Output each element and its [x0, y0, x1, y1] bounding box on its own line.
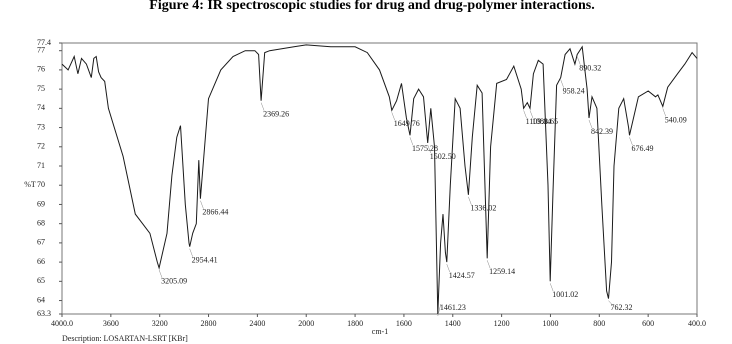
- x-tick-label: 600: [642, 319, 654, 328]
- peak-leader: [608, 300, 612, 305]
- x-tick-label: 2800: [201, 319, 217, 328]
- x-tick-label: 3600: [103, 319, 119, 328]
- y-tick-label: 68: [37, 218, 45, 227]
- peak-leader: [577, 56, 581, 65]
- y-tick-label: 67: [37, 238, 45, 247]
- y-tick-label: 64: [37, 295, 45, 304]
- peak-leader: [409, 137, 414, 146]
- peak-label: 2866.44: [202, 208, 228, 217]
- spectrum-line: [61, 44, 698, 315]
- x-tick-label: 1600: [396, 319, 412, 328]
- peak-label: 540.09: [665, 115, 687, 124]
- x-tick-label: 2000: [298, 319, 314, 328]
- peak-leader: [260, 102, 265, 111]
- peak-label: 2369.26: [263, 109, 289, 118]
- peak-label: 2954.41: [192, 256, 218, 265]
- x-tick-label: 2400: [249, 319, 265, 328]
- y-tick-label: 74: [37, 103, 45, 112]
- peak-label: 3205.09: [161, 277, 187, 286]
- y-tick-label: 70: [37, 180, 45, 189]
- peak-label: 1502.50: [430, 152, 456, 161]
- y-tick-label: 77: [37, 46, 45, 55]
- peak-label: 1575.28: [412, 144, 438, 153]
- x-tick-label: 1400: [445, 319, 461, 328]
- peak-label: 1649.76: [394, 119, 420, 128]
- peak-leader: [560, 79, 564, 88]
- peak-leader: [588, 119, 593, 129]
- x-tick-label: 3200: [152, 319, 168, 328]
- y-tick-label: 76: [37, 65, 45, 74]
- peak-leader: [486, 260, 491, 269]
- peak-leader: [200, 200, 204, 209]
- y-tick-label: 69: [37, 199, 45, 208]
- peak-leader: [662, 108, 667, 117]
- peak-label: 842.39: [591, 127, 613, 136]
- peak-label: 1336.02: [470, 204, 496, 213]
- peak-label: 890.32: [579, 63, 601, 72]
- peak-leader: [158, 269, 163, 278]
- y-tick-label: 65: [37, 276, 45, 285]
- peak-leader: [549, 283, 554, 292]
- peak-leader: [427, 144, 431, 154]
- y-tick-label: 66: [37, 257, 45, 266]
- y-axis-label: %T: [24, 180, 36, 189]
- peak-label: 1461.23: [440, 303, 466, 312]
- x-axis-label: cm-1: [372, 327, 388, 336]
- peak-leader: [189, 248, 193, 257]
- y-tick-label: 73: [37, 122, 45, 131]
- peak-leader: [529, 110, 534, 119]
- plot-frame: [61, 42, 698, 315]
- peak-leader: [391, 112, 396, 121]
- x-tick-label: 800: [593, 319, 605, 328]
- peak-leader: [629, 137, 633, 146]
- peak-label: 676.49: [631, 144, 653, 153]
- peak-leader: [468, 196, 472, 205]
- peak-label: 1259.14: [489, 267, 515, 276]
- peak-leader: [446, 264, 451, 273]
- description: Description: LOSARTAN-LSRT [KBr]: [62, 334, 188, 343]
- peak-label: 1424.57: [449, 271, 475, 280]
- y-tick-label: 63.3: [37, 309, 51, 318]
- peak-label: 762.32: [611, 303, 633, 312]
- y-tick-label: 77.4: [37, 38, 51, 47]
- peak-leader: [523, 110, 527, 119]
- x-tick-label: 1000: [542, 319, 558, 328]
- peak-label: 1083.65: [532, 117, 558, 126]
- peak-label: 1109.84: [526, 117, 552, 126]
- y-tick-label: 72: [37, 142, 45, 151]
- peak-leader: [437, 303, 442, 317]
- x-tick-label: 4000.0: [51, 319, 73, 328]
- chart-title: Figure 4: IR spectroscopic studies for d…: [149, 0, 594, 13]
- peak-label: 958.24: [563, 86, 585, 95]
- x-tick-label: 400.0: [688, 319, 706, 328]
- x-tick-label: 1800: [347, 319, 363, 328]
- y-tick-label: 71: [37, 161, 45, 170]
- x-tick-label: 1200: [494, 319, 510, 328]
- y-tick-label: 75: [37, 84, 45, 93]
- peak-label: 1001.02: [552, 290, 578, 299]
